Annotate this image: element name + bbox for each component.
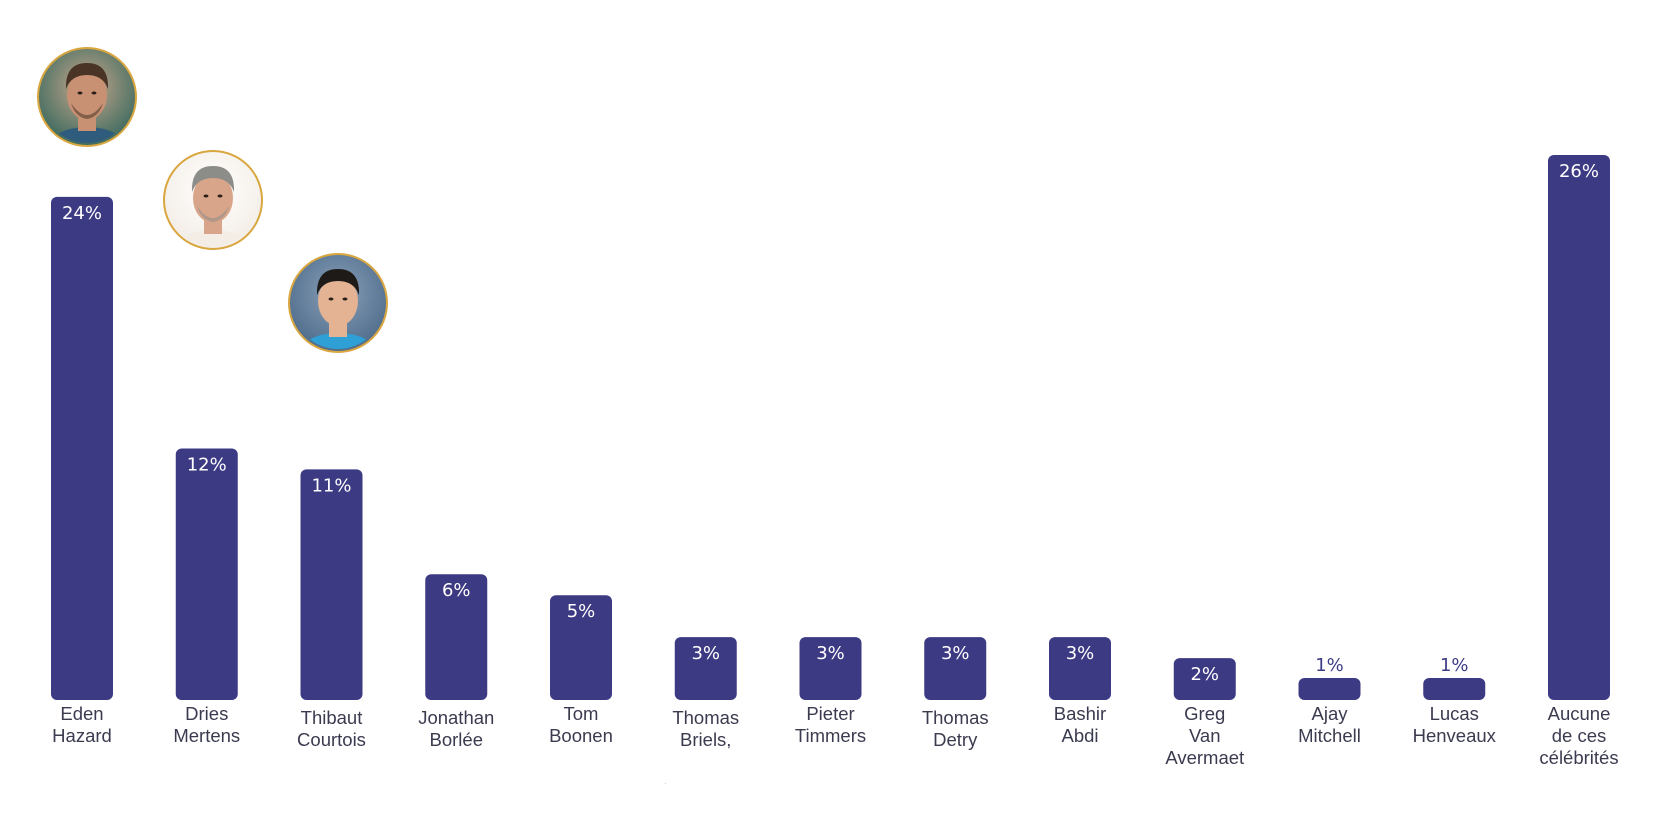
person-photo-icon bbox=[37, 47, 137, 147]
category-label-line: Courtois bbox=[297, 729, 366, 750]
bar-value-label: 26% bbox=[1559, 161, 1599, 182]
category-label: Thomas Detry bbox=[922, 707, 989, 750]
category-label: Ajay Mitchell bbox=[1298, 703, 1361, 746]
bar bbox=[300, 469, 363, 700]
category-label-line: Borlée bbox=[430, 729, 483, 750]
bar-value-label: 12% bbox=[187, 454, 227, 475]
value-labels-layer: 24% 12% 11% 6% 5% 3% 3% 3% 3% 2% 1% 1% 26% bbox=[62, 161, 1599, 685]
category-label: Greg Van Avermaet bbox=[1165, 703, 1244, 768]
bar-value-label: 24% bbox=[62, 203, 102, 224]
category-label-line: Dries bbox=[185, 703, 228, 724]
bar bbox=[425, 574, 488, 700]
category-label: Jonathan Borlée bbox=[418, 707, 494, 750]
category-label-line: Mitchell bbox=[1298, 725, 1361, 746]
bar bbox=[1548, 155, 1610, 700]
category-label: Tom Boonen bbox=[549, 703, 613, 746]
bar-value-label: 3% bbox=[691, 643, 720, 664]
category-label-line: Boonen bbox=[549, 725, 613, 746]
bar bbox=[1049, 637, 1111, 700]
category-label-line: Greg bbox=[1184, 703, 1225, 724]
speck bbox=[665, 783, 666, 784]
bar bbox=[550, 595, 612, 700]
category-label-line: Eden bbox=[60, 703, 103, 724]
category-labels-layer: Eden Hazard Dries Mertens Thibaut Courtois Jon… bbox=[52, 703, 1618, 768]
category-label-line: Hazard bbox=[52, 725, 112, 746]
category-label-line: Timmers bbox=[795, 725, 866, 746]
category-label-line: Thomas bbox=[672, 707, 739, 728]
category-label-line: Lucas bbox=[1430, 703, 1479, 724]
bars-layer bbox=[51, 155, 1610, 700]
category-label: Thomas Briels, bbox=[672, 707, 739, 750]
bar bbox=[1423, 678, 1486, 700]
category-label-line: Detry bbox=[933, 729, 978, 750]
category-label-line: Abdi bbox=[1061, 725, 1098, 746]
bar bbox=[175, 448, 238, 700]
bar bbox=[51, 196, 113, 700]
category-label-line: Jonathan bbox=[418, 707, 494, 728]
bar bbox=[1173, 658, 1236, 700]
category-label: Pieter Timmers bbox=[795, 703, 866, 746]
bar bbox=[799, 637, 862, 700]
bar-value-label: 2% bbox=[1190, 664, 1219, 685]
category-label-line: Thomas bbox=[922, 707, 989, 728]
category-label-line: Briels, bbox=[680, 729, 731, 750]
category-label: Bashir Abdi bbox=[1054, 703, 1106, 746]
bar bbox=[924, 637, 987, 700]
category-label-line: célébrités bbox=[1539, 747, 1618, 768]
bar-value-label: 3% bbox=[1066, 643, 1095, 664]
category-label-line: Tom bbox=[564, 703, 599, 724]
category-label-line: Aucune bbox=[1548, 703, 1611, 724]
bar bbox=[1298, 678, 1361, 700]
bar-value-label: 11% bbox=[311, 475, 351, 496]
category-label: Eden Hazard bbox=[52, 703, 112, 746]
bar-value-label: 6% bbox=[442, 580, 471, 601]
category-label-line: Bashir bbox=[1054, 703, 1106, 724]
category-label-line: Henveaux bbox=[1413, 725, 1497, 746]
person-photo-icon bbox=[163, 150, 263, 250]
category-label: Aucune de ces célébrités bbox=[1539, 703, 1618, 768]
category-label-line: Avermaet bbox=[1165, 747, 1244, 768]
category-label-line: Ajay bbox=[1312, 703, 1349, 724]
category-label-line: Thibaut bbox=[301, 707, 363, 728]
bar-value-label: 5% bbox=[567, 601, 596, 622]
photos-layer bbox=[37, 47, 388, 353]
bar-value-label: 1% bbox=[1315, 655, 1344, 676]
category-label: Thibaut Courtois bbox=[297, 707, 366, 750]
category-label-line: de ces bbox=[1552, 725, 1607, 746]
bar bbox=[674, 637, 737, 700]
category-label-line: Van bbox=[1189, 725, 1221, 746]
category-label: Dries Mertens bbox=[173, 703, 240, 746]
bar-value-label: 1% bbox=[1440, 655, 1469, 676]
category-label: Lucas Henveaux bbox=[1413, 703, 1497, 746]
category-label-line: Pieter bbox=[806, 703, 854, 724]
bar-value-label: 3% bbox=[816, 643, 845, 664]
person-photo-icon bbox=[288, 253, 388, 353]
bar-value-label: 3% bbox=[941, 643, 970, 664]
category-label-line: Mertens bbox=[173, 725, 240, 746]
